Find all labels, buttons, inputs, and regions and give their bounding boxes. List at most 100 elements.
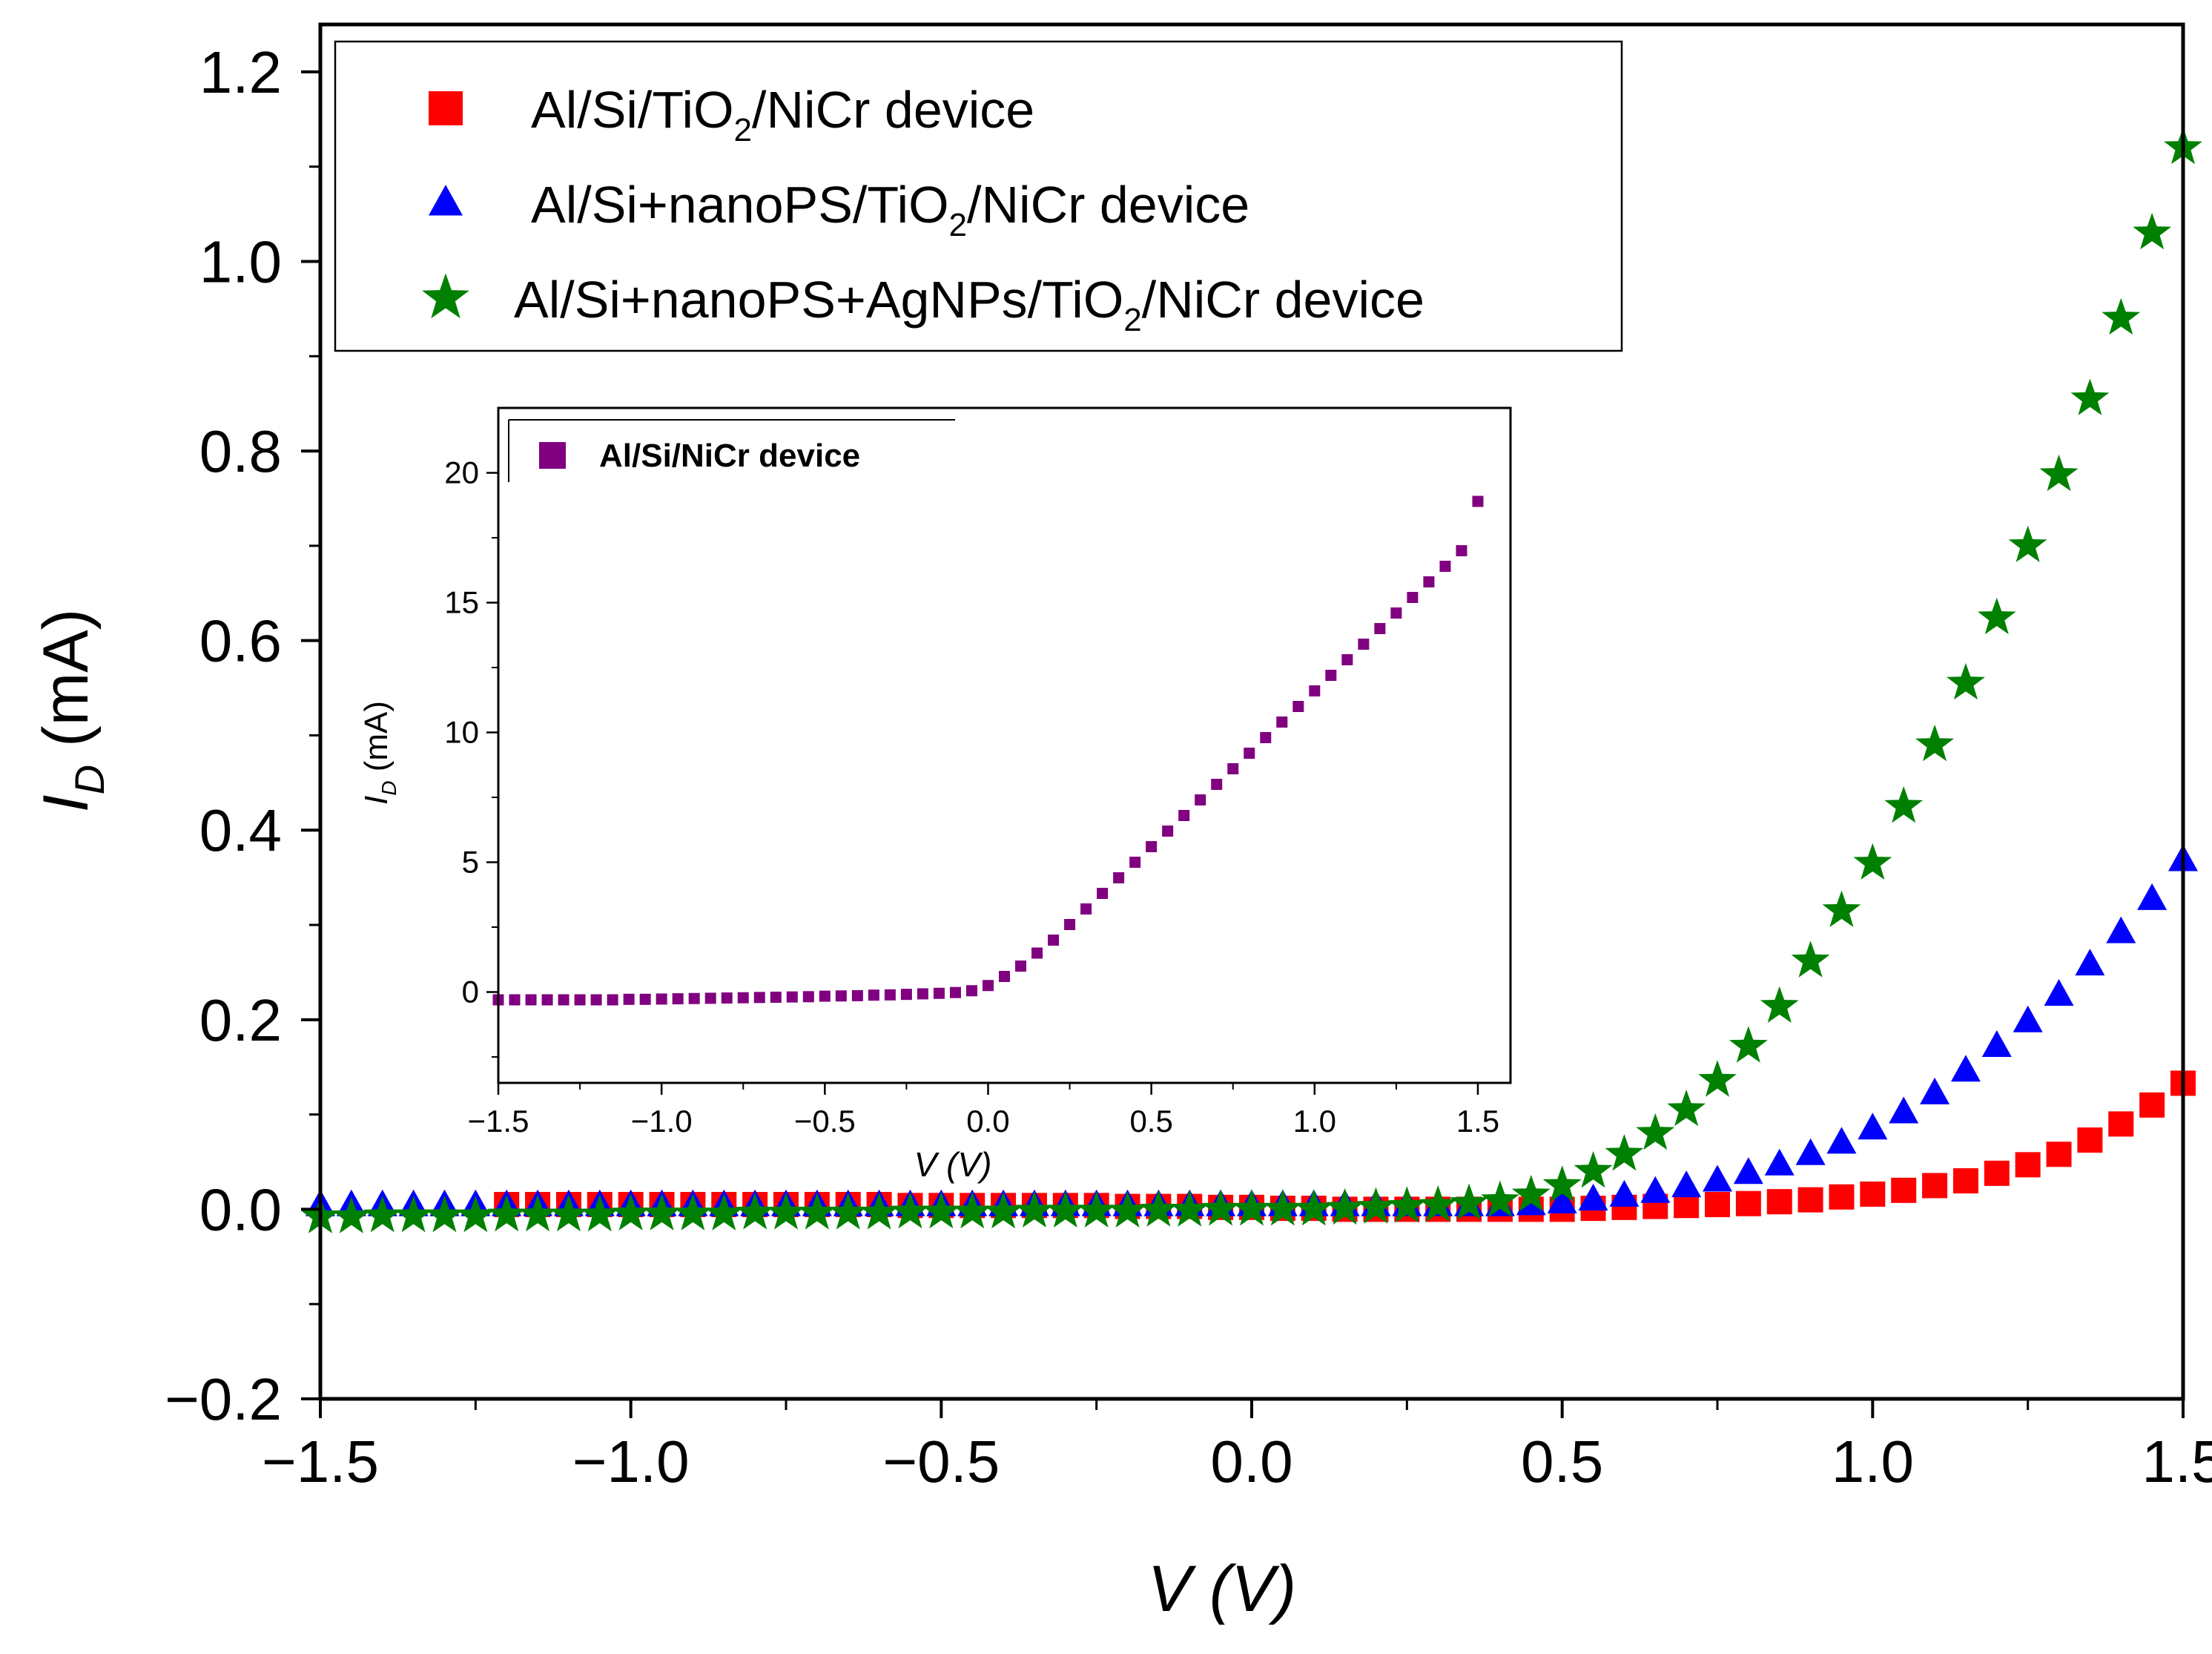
purple-square-point <box>688 992 700 1004</box>
green-star-point <box>1481 1180 1519 1217</box>
main-y-axis-sub: D <box>66 765 113 794</box>
purple-square-point <box>656 993 667 1005</box>
blue-triangle-point <box>1950 1055 1981 1082</box>
green-star-point <box>859 1193 899 1230</box>
green-star-point <box>1667 1090 1706 1127</box>
purple-square-point <box>949 986 961 998</box>
purple-square-point <box>1113 872 1125 883</box>
main-y-tick-label: 0.6 <box>199 608 282 674</box>
purple-square-point <box>835 990 847 1002</box>
main-y-axis-var: I <box>30 794 102 812</box>
green-star-point <box>580 1194 619 1232</box>
green-star-point <box>1822 890 1861 927</box>
blue-triangle-point <box>2044 979 2074 1006</box>
main-legend-box <box>334 40 1623 352</box>
inset-y-axis-unit: (mA) <box>358 701 394 771</box>
inset-legend-label: Al/Si/NiCr device <box>599 438 860 474</box>
inset-x-axis-var: V <box>914 1145 940 1184</box>
purple-square-point <box>1456 545 1467 556</box>
blue-triangle-point <box>1795 1138 1826 1165</box>
legend-label-1: Al/Si+nanoPS/TiO2/NiCr device <box>531 176 1249 243</box>
inset-y-tick-label: 0 <box>462 975 479 1009</box>
inset-y-tick-label: 20 <box>444 455 479 490</box>
inset-x-tick-label: 0.5 <box>1129 1104 1172 1139</box>
green-star-point <box>518 1194 557 1232</box>
purple-square-point <box>868 989 879 1001</box>
green-star-point <box>394 1196 433 1233</box>
legend-2-sub: 2 <box>1123 302 1141 338</box>
inset-y-axis-var: I <box>358 796 394 805</box>
green-star-point <box>1356 1187 1396 1224</box>
main-x-tick-label: 1.5 <box>2142 1429 2212 1495</box>
purple-square-point <box>1227 763 1239 774</box>
inset-x-tick-label: −1.5 <box>468 1104 529 1139</box>
inset-x-tick-label: −0.5 <box>794 1104 856 1139</box>
purple-square-point <box>1390 607 1402 619</box>
green-star-point <box>1884 786 1924 823</box>
green-star-point <box>549 1194 588 1232</box>
green-star-point <box>673 1193 713 1230</box>
purple-square-point <box>982 980 994 992</box>
main-y-tick-label: 0.4 <box>199 797 282 863</box>
purple-square-point <box>1097 888 1109 899</box>
green-star-point <box>2039 454 2079 492</box>
legend-0-sub: 2 <box>734 112 752 148</box>
blue-triangle-point <box>1858 1113 1888 1140</box>
main-x-tick-label: −1.5 <box>262 1429 379 1495</box>
main-y-tick-label: 0.0 <box>199 1176 282 1242</box>
blue-triangle-point <box>1764 1148 1795 1176</box>
purple-square-point <box>884 989 896 1001</box>
purple-square-point <box>623 993 635 1005</box>
inset-y-axis-sub: D <box>377 781 400 796</box>
blue-triangle-point <box>1703 1164 1732 1192</box>
purple-square-point <box>541 994 553 1006</box>
green-star-point <box>1294 1189 1333 1226</box>
green-star-point <box>984 1192 1023 1229</box>
main-y-tick-label: 0.8 <box>199 418 282 484</box>
purple-square-point <box>1064 919 1076 930</box>
blue-triangle-point <box>1671 1170 1702 1198</box>
purple-square-point <box>802 991 814 1003</box>
green-star-point <box>736 1193 775 1230</box>
green-star-point <box>1915 724 1954 762</box>
main-y-axis-unit: (mA) <box>30 609 102 747</box>
blue-triangle-point <box>1578 1184 1608 1211</box>
green-star-point <box>1419 1185 1458 1222</box>
green-star-point <box>828 1193 868 1230</box>
main-x-tick-label: −1.0 <box>572 1429 690 1495</box>
red-square-point <box>1984 1160 2010 1186</box>
green-star-point <box>1263 1189 1302 1226</box>
inset-legend: Al/Si/NiCr device <box>508 419 955 482</box>
blue-triangle-point <box>1889 1096 1919 1124</box>
purple-square-point <box>607 994 618 1006</box>
main-x-axis-var: V <box>1148 1552 1197 1625</box>
blue-triangle-point <box>1640 1176 1671 1203</box>
green-star-point <box>891 1192 930 1229</box>
main-x-tick-label: −0.5 <box>882 1429 1000 1495</box>
blue-triangle-point <box>2013 1005 2043 1032</box>
red-square-point <box>1952 1168 1978 1194</box>
purple-square-point <box>1276 716 1288 728</box>
purple-square-point <box>917 988 928 1000</box>
purple-square-point <box>1341 654 1353 665</box>
green-star-point <box>456 1196 495 1233</box>
legend-marker-green-star <box>422 273 469 319</box>
purple-square-point <box>1031 947 1043 959</box>
purple-square-point <box>819 990 831 1002</box>
main-x-tick-label: 0.0 <box>1210 1429 1292 1495</box>
green-star-point <box>1201 1189 1241 1226</box>
purple-square-point <box>1325 670 1337 681</box>
green-star-point <box>331 1196 371 1233</box>
green-star-point <box>1139 1190 1178 1227</box>
legend-blue-triangle-point <box>429 185 463 216</box>
green-star-point <box>1450 1183 1488 1220</box>
inset-y-tick-label: 10 <box>444 715 479 750</box>
blue-triangle-point <box>2106 916 2136 943</box>
green-star-point <box>797 1193 836 1230</box>
purple-square-point <box>1292 701 1304 712</box>
main-chart: −1.5 −1.0 −0.5 0.0 0.5 1.0 1.5 −0.2 0.0 0.2 0.4 0.6… <box>30 22 2212 1625</box>
green-star-point <box>1947 662 1985 700</box>
red-square-point <box>2046 1141 2072 1167</box>
green-star-point <box>1853 843 1892 880</box>
legend-marker-blue-triangle <box>429 185 463 216</box>
